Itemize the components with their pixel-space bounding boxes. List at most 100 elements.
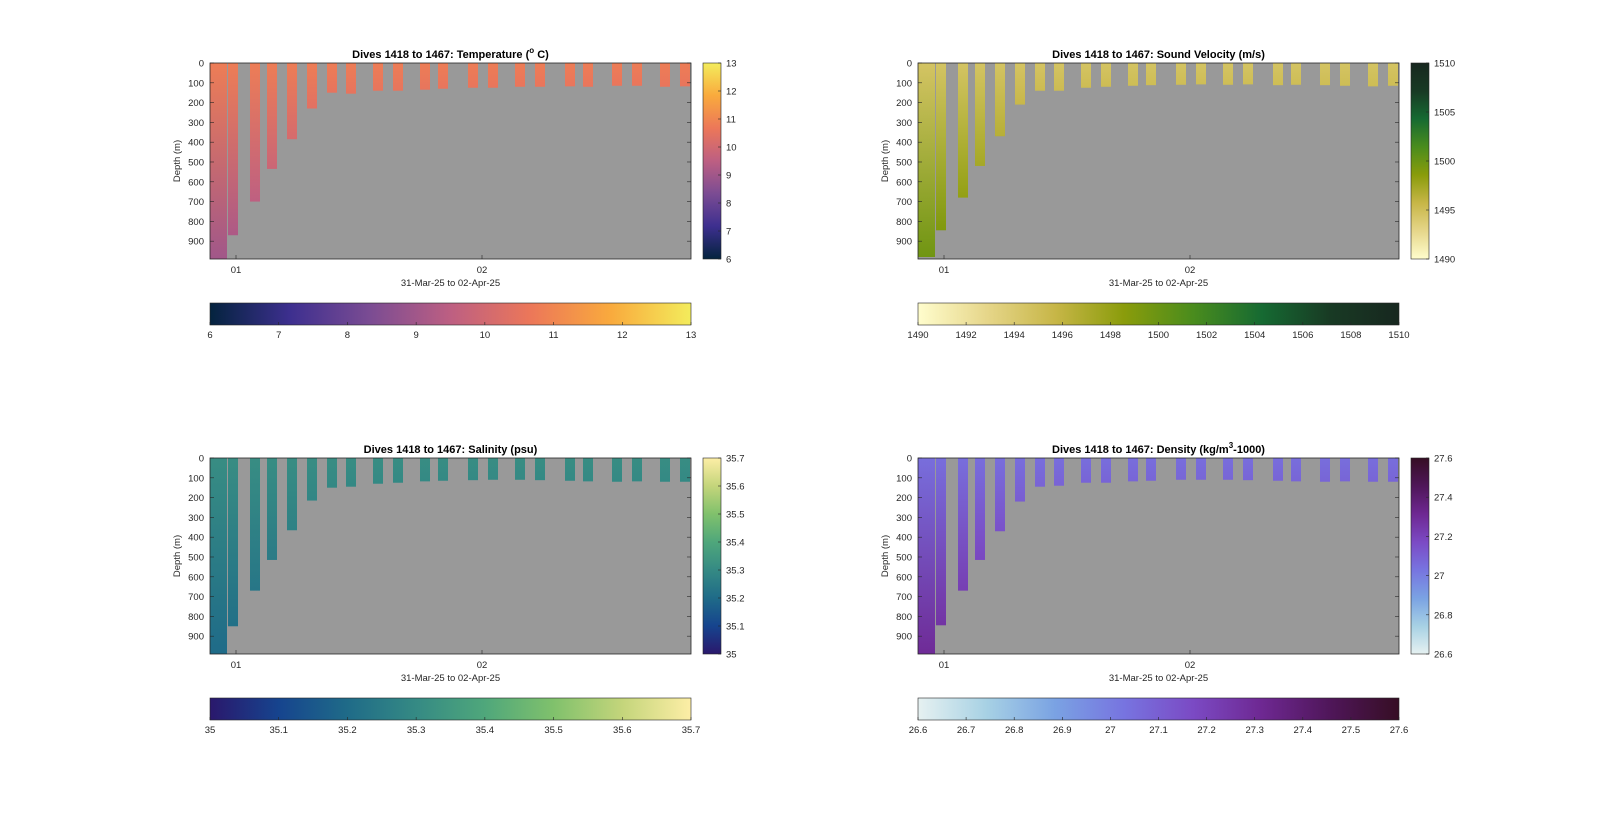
profile-bar	[373, 63, 383, 91]
x-tick-label: 01	[231, 265, 242, 276]
y-tick-label: 300	[896, 118, 912, 129]
vertical-colorbar-tick-label: 7	[726, 227, 731, 238]
y-tick-label: 400	[896, 533, 912, 544]
profile-bar	[995, 63, 1005, 137]
vertical-colorbar-tick-label: 9	[726, 171, 731, 182]
x-axis-label: 31-Mar-25 to 02-Apr-25	[401, 673, 500, 684]
y-tick-label: 100	[188, 78, 204, 89]
vertical-colorbar-tick-label: 10	[726, 143, 737, 154]
profile-bar	[1081, 63, 1091, 88]
horizontal-colorbar-tick-label: 1490	[907, 330, 928, 341]
x-tick-label: 02	[477, 660, 488, 671]
y-tick-label: 300	[188, 513, 204, 524]
y-tick-label: 200	[188, 493, 204, 504]
horizontal-colorbar-tick-label: 8	[345, 330, 350, 341]
profile-bar	[1291, 458, 1301, 482]
y-tick-label: 600	[896, 572, 912, 583]
profile-bar	[660, 458, 670, 482]
y-tick-label: 700	[188, 197, 204, 208]
profile-bar	[488, 458, 498, 480]
y-tick-label: 700	[896, 592, 912, 603]
horizontal-colorbar-tick-label: 35	[205, 725, 216, 736]
vertical-colorbar-tick-label: 12	[726, 87, 737, 98]
horizontal-colorbar	[917, 302, 1400, 326]
horizontal-colorbar-tick-label: 35.5	[544, 725, 563, 736]
profile-bar	[1368, 63, 1378, 87]
profile-bar	[1176, 63, 1186, 85]
horizontal-colorbar-tick-label: 7	[276, 330, 281, 341]
vertical-colorbar-tick-label: 1495	[1434, 206, 1455, 217]
horizontal-colorbar-tick-label: 35.7	[682, 725, 701, 736]
profile-bar	[975, 458, 985, 560]
y-tick-label: 400	[188, 138, 204, 149]
profile-bar	[1273, 63, 1283, 86]
profile-bar	[1146, 63, 1156, 86]
profile-bar	[1273, 458, 1283, 481]
profile-bar	[632, 458, 642, 482]
panel-salinity: Dives 1418 to 1467: Salinity (psu) 0 100 20…	[172, 444, 745, 736]
x-tick-label: 02	[1185, 265, 1196, 276]
axes-frame	[917, 62, 1400, 260]
horizontal-colorbar-tick-label: 26.6	[909, 725, 928, 736]
axes-frame	[209, 62, 692, 260]
profile-bar	[1388, 63, 1398, 86]
profile-bar	[515, 63, 525, 87]
vertical-colorbar-tick-label: 35.3	[726, 566, 745, 577]
profile-bar	[488, 63, 498, 88]
y-tick-label: 400	[896, 138, 912, 149]
profile-bar	[958, 458, 968, 591]
y-tick-label: 0	[907, 59, 912, 70]
profile-bar	[936, 63, 946, 231]
profile-bar	[267, 458, 277, 560]
x-tick-label: 02	[477, 265, 488, 276]
profile-bar	[612, 63, 622, 86]
y-tick-label: 300	[188, 118, 204, 129]
profile-bar	[918, 63, 935, 258]
panel-sound_velocity: Dives 1418 to 1467: Sound Velocity (m/s)…	[880, 49, 1455, 341]
profile-bar	[307, 63, 317, 109]
y-tick-label: 900	[896, 237, 912, 248]
profile-bar	[1291, 63, 1301, 85]
profile-bar	[612, 458, 622, 482]
profile-bar	[438, 63, 448, 89]
chart-title: Dives 1418 to 1467: Density (kg/m3-1000)	[1052, 441, 1265, 456]
x-axis-label: 31-Mar-25 to 02-Apr-25	[1109, 278, 1208, 289]
profile-bar	[583, 63, 593, 87]
profile-bar	[1320, 458, 1330, 482]
profile-bar	[307, 458, 317, 501]
profile-bar	[468, 63, 478, 88]
profile-bar	[680, 458, 690, 482]
profile-bar	[1368, 458, 1378, 482]
profile-bar	[660, 63, 670, 87]
y-tick-label: 600	[188, 177, 204, 188]
vertical-colorbar-tick-label: 1510	[1434, 59, 1455, 70]
vertical-colorbar-tick-label: 35.4	[726, 538, 745, 549]
vertical-colorbar-tick-label: 35.1	[726, 622, 745, 633]
y-tick-label: 500	[188, 552, 204, 563]
vertical-colorbar-tick-label: 8	[726, 199, 731, 210]
profile-bar	[565, 63, 575, 87]
profile-bar	[1196, 458, 1206, 480]
vertical-colorbar	[1410, 457, 1430, 655]
profile-bar	[583, 458, 593, 482]
profile-bar	[1015, 63, 1025, 105]
profile-bar	[250, 63, 260, 202]
profile-bar	[373, 458, 383, 484]
vertical-colorbar-tick-label: 35	[726, 650, 737, 661]
horizontal-colorbar-tick-label: 1504	[1244, 330, 1265, 341]
horizontal-colorbar-tick-label: 35.6	[613, 725, 632, 736]
vertical-colorbar-tick-label: 26.8	[1434, 610, 1453, 621]
horizontal-colorbar-tick-label: 27.3	[1245, 725, 1264, 736]
x-axis-label: 31-Mar-25 to 02-Apr-25	[1109, 673, 1208, 684]
horizontal-colorbar-tick-label: 26.8	[1005, 725, 1024, 736]
profile-bar	[393, 458, 403, 483]
x-axis-label: 31-Mar-25 to 02-Apr-25	[401, 278, 500, 289]
axes-frame	[917, 457, 1400, 655]
x-tick-label: 01	[939, 660, 950, 671]
profile-bar	[210, 458, 227, 654]
y-tick-label: 100	[896, 473, 912, 484]
horizontal-colorbar-tick-label: 1502	[1196, 330, 1217, 341]
horizontal-colorbar-tick-label: 1506	[1292, 330, 1313, 341]
plot-area-temperature	[210, 63, 691, 259]
